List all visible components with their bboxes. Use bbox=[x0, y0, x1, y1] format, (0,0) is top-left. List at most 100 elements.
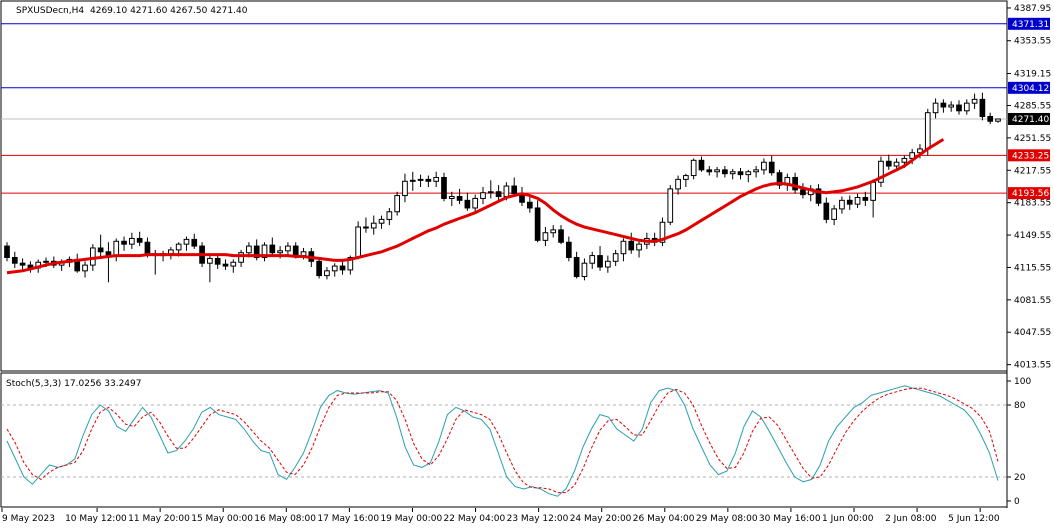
time-tick-label: 26 May 04:00 bbox=[633, 514, 695, 524]
bear-candle bbox=[722, 169, 728, 175]
bull-candle bbox=[924, 112, 931, 150]
bull-candle bbox=[285, 245, 291, 252]
bear-candle bbox=[292, 245, 299, 257]
time-tick-label: 15 May 00:00 bbox=[191, 514, 253, 524]
bear-candle bbox=[823, 202, 830, 220]
bull-candle bbox=[761, 161, 767, 171]
bull-candle bbox=[324, 270, 330, 277]
bull-candle bbox=[831, 208, 837, 220]
bear-candle bbox=[800, 189, 806, 196]
bear-candle bbox=[269, 244, 276, 254]
stoch-panel-frame bbox=[0, 372, 1008, 508]
bear-candle bbox=[534, 207, 541, 241]
bull-candle bbox=[612, 253, 619, 262]
bull-candle bbox=[175, 243, 182, 251]
bull-candle bbox=[386, 211, 393, 220]
bear-candle bbox=[464, 199, 471, 209]
bull-candle bbox=[183, 238, 190, 245]
bull-candle bbox=[472, 197, 479, 209]
bear-candle bbox=[253, 245, 260, 258]
bull-candle bbox=[581, 262, 588, 278]
bull-candle bbox=[402, 180, 408, 197]
time-tick-label: 1 Jun 00:00 bbox=[822, 514, 874, 524]
bear-candle bbox=[339, 265, 346, 271]
bear-candle bbox=[19, 262, 26, 266]
bear-candle bbox=[698, 159, 705, 171]
bear-candle bbox=[792, 176, 798, 191]
bear-candle bbox=[144, 241, 151, 255]
bull-candle bbox=[417, 178, 424, 181]
bull-candle bbox=[714, 169, 720, 173]
bear-candle bbox=[214, 257, 221, 265]
bull-candle bbox=[261, 244, 268, 258]
ohlc-label: 4269.10 4271.60 4267.50 4271.40 bbox=[90, 6, 248, 16]
bear-candle bbox=[316, 260, 322, 277]
bear-candle bbox=[495, 191, 502, 198]
price-level-tag bbox=[1008, 187, 1050, 200]
bull-candle bbox=[129, 237, 135, 245]
price-tick-label: 4217.55 bbox=[1014, 166, 1051, 176]
moving-average-line bbox=[6, 138, 945, 275]
bear-candle bbox=[511, 185, 518, 195]
bear-candle bbox=[222, 263, 229, 267]
bear-candle bbox=[628, 240, 635, 251]
bear-candle bbox=[846, 199, 853, 205]
bear-candle bbox=[956, 104, 962, 112]
bull-candle bbox=[839, 199, 845, 210]
bear-candle bbox=[136, 237, 143, 243]
price-tick-label: 4047.55 bbox=[1014, 328, 1051, 338]
time-tick-label: 2 Jun 08:00 bbox=[885, 514, 937, 524]
bull-candle bbox=[675, 178, 681, 190]
bull-candle bbox=[378, 218, 385, 224]
symbol-label: SPXUSDecn,H4 bbox=[16, 6, 84, 16]
time-tick-label: 9 May 2023 bbox=[2, 514, 55, 524]
bull-candle bbox=[690, 159, 697, 177]
bear-candle bbox=[987, 116, 994, 122]
time-tick-label: 5 Jun 12:00 bbox=[948, 514, 1000, 524]
bull-candle bbox=[932, 102, 939, 114]
current-price-tag bbox=[1008, 112, 1050, 125]
bear-candle bbox=[456, 196, 463, 201]
price-tick-label: 4081.55 bbox=[1014, 296, 1051, 306]
bull-candle bbox=[745, 171, 752, 176]
bull-candle bbox=[503, 185, 510, 198]
price-tick-label: 4149.55 bbox=[1014, 231, 1051, 241]
bear-candle bbox=[597, 255, 603, 268]
bull-candle bbox=[487, 191, 494, 194]
time-tick-label: 29 May 08:00 bbox=[696, 514, 758, 524]
bull-candle bbox=[659, 221, 666, 243]
price-level-tag bbox=[1008, 81, 1050, 94]
time-tick-label: 10 May 12:00 bbox=[65, 514, 127, 524]
price-level-label: 4304.12 bbox=[1012, 84, 1049, 94]
bear-candle bbox=[565, 241, 572, 258]
price-tick-label: 4319.15 bbox=[1014, 69, 1051, 79]
bull-candle bbox=[901, 157, 908, 163]
price-level-label: 4193.56 bbox=[1012, 189, 1049, 199]
bear-candle bbox=[776, 172, 783, 186]
stoch-main-line bbox=[6, 385, 999, 497]
time-tick-label: 16 May 08:00 bbox=[254, 514, 316, 524]
time-tick-label: 24 May 20:00 bbox=[570, 514, 632, 524]
bull-candle bbox=[667, 188, 674, 223]
time-tick-label: 23 May 12:00 bbox=[507, 514, 569, 524]
bull-candle bbox=[620, 240, 627, 255]
bull-candle bbox=[854, 196, 861, 205]
price-level-label: 4371.31 bbox=[1012, 20, 1049, 30]
price-tick-label: 4285.55 bbox=[1014, 102, 1051, 112]
bull-candle bbox=[917, 148, 923, 154]
stoch-tick-label: 20 bbox=[1014, 473, 1026, 483]
bull-candle bbox=[542, 232, 549, 241]
price-level-label: 4233.25 bbox=[1012, 151, 1049, 161]
bull-candle bbox=[683, 175, 689, 180]
bull-candle bbox=[948, 104, 955, 108]
bear-candle bbox=[815, 188, 822, 204]
bull-candle bbox=[347, 256, 354, 271]
stoch-tick-label: 0 bbox=[1014, 497, 1020, 507]
stoch-tick-label: 80 bbox=[1014, 401, 1026, 411]
time-tick-label: 30 May 16:00 bbox=[759, 514, 821, 524]
bear-candle bbox=[441, 176, 447, 199]
time-tick-label: 11 May 20:00 bbox=[128, 514, 190, 524]
bear-candle bbox=[862, 196, 869, 201]
bull-candle bbox=[246, 245, 252, 254]
